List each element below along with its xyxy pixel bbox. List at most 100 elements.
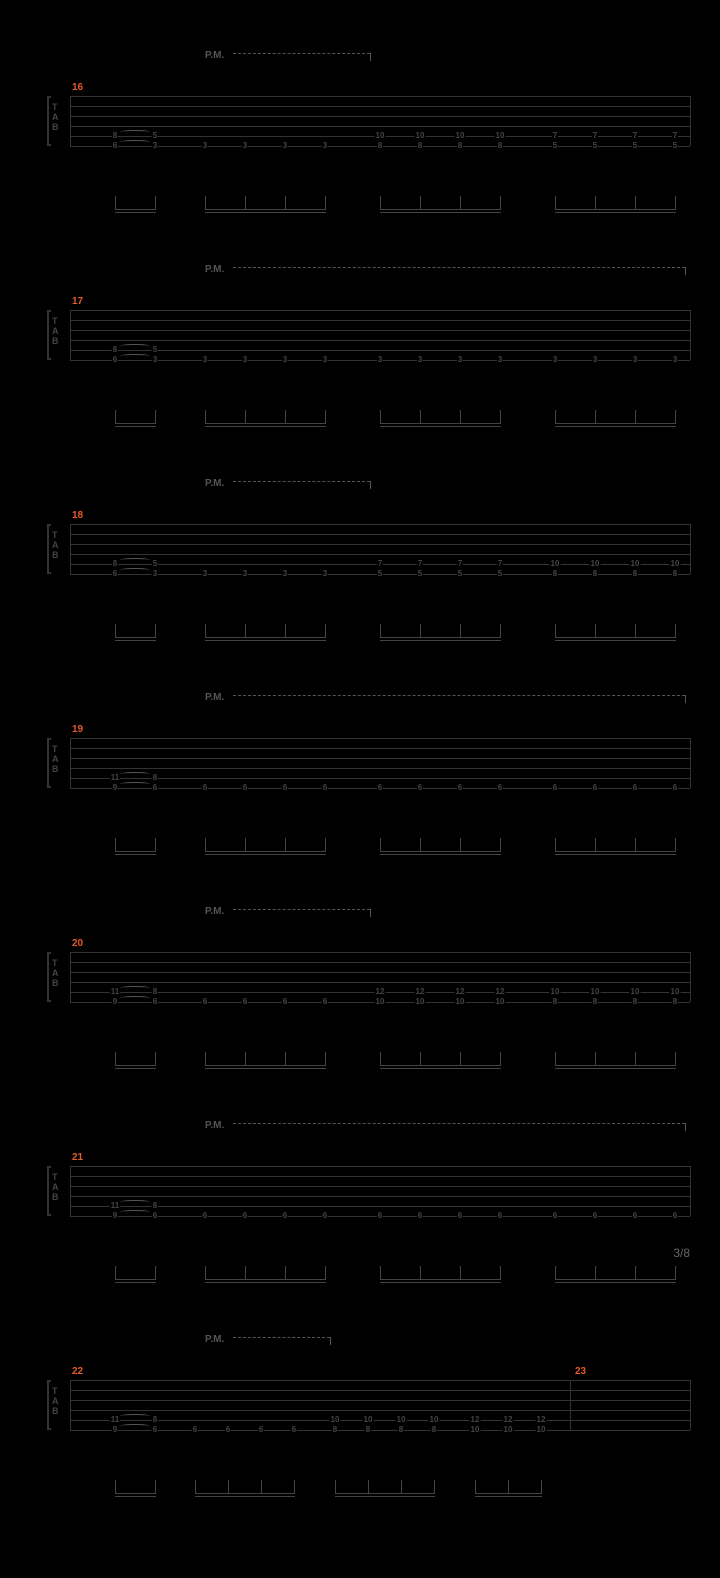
note-stem (285, 196, 286, 210)
fret-number: 3 (202, 356, 208, 364)
staff-bracket (47, 1166, 51, 1216)
fret-number: 9 (112, 1426, 118, 1434)
note-stem (115, 196, 116, 210)
beam (205, 1068, 326, 1069)
string-line (70, 962, 690, 963)
beam (205, 426, 326, 427)
note-stem (555, 196, 556, 210)
pm-label: P.M. (205, 692, 224, 703)
fret-number: 6 (417, 784, 423, 792)
measure-number: 16 (72, 82, 83, 93)
tie-arc (120, 354, 150, 358)
fret-number: 10 (670, 988, 681, 996)
note-stem (115, 624, 116, 638)
fret-number: 3 (202, 142, 208, 150)
fret-number: 3 (552, 356, 558, 364)
fret-number: 8 (632, 998, 638, 1006)
note-stem (420, 1266, 421, 1280)
beam (115, 426, 156, 427)
string-line (70, 1166, 690, 1167)
fret-number: 6 (242, 1212, 248, 1220)
beam (205, 854, 326, 855)
fret-number: 3 (592, 356, 598, 364)
fret-number: 10 (590, 988, 601, 996)
pm-row: P.M. (70, 1334, 690, 1352)
fret-number: 10 (670, 560, 681, 568)
fret-number: 3 (322, 356, 328, 364)
string-line (70, 748, 690, 749)
fret-number: 6 (291, 1426, 297, 1434)
string-line (70, 534, 690, 535)
pm-end-mark (370, 481, 371, 489)
stems-row (70, 1266, 690, 1286)
pm-dash-line (233, 1123, 685, 1131)
fret-number: 8 (497, 142, 503, 150)
barline (690, 524, 691, 574)
stems-row (70, 838, 690, 858)
fret-number: 12 (415, 988, 426, 996)
note-stem (500, 196, 501, 210)
stems-row (70, 410, 690, 430)
beam (555, 854, 676, 855)
fret-number: 6 (202, 1212, 208, 1220)
beam (115, 1068, 156, 1069)
tab-system: P.M.19TAB11986666666666666 (30, 692, 690, 858)
string-line (70, 1410, 690, 1411)
note-stem (285, 1052, 286, 1066)
fret-number: 12 (495, 988, 506, 996)
pm-end-mark (370, 909, 371, 917)
staff-bracket (47, 96, 51, 146)
fret-number: 10 (415, 998, 426, 1006)
note-stem (285, 624, 286, 638)
beam (335, 1496, 435, 1497)
beam (555, 637, 676, 638)
string-line (70, 116, 690, 117)
barline (690, 952, 691, 1002)
note-stem (635, 1052, 636, 1066)
note-stem (675, 410, 676, 424)
note-stem (460, 1052, 461, 1066)
tab-page: P.M.16TAB8653333310810810810875757575P.M… (0, 0, 720, 1578)
fret-number: 8 (112, 132, 118, 140)
tab-staff: 8653333375757575108108108108 (70, 524, 690, 574)
barline (70, 96, 71, 146)
note-stem (595, 196, 596, 210)
barline (570, 1380, 571, 1430)
tie-arc (120, 130, 150, 134)
fret-number: 3 (282, 356, 288, 364)
note-stem (155, 1266, 156, 1280)
fret-number: 6 (497, 1212, 503, 1220)
note-stem (555, 838, 556, 852)
tie-arc (120, 1200, 150, 1204)
tab-clef-label: TAB (52, 1172, 59, 1202)
tie-arc (120, 1424, 150, 1428)
fret-number: 5 (592, 142, 598, 150)
string-line (70, 768, 690, 769)
fret-number: 6 (242, 784, 248, 792)
fret-number: 5 (377, 570, 383, 578)
string-line (70, 524, 690, 525)
note-stem (115, 1266, 116, 1280)
note-stem (635, 1266, 636, 1280)
note-stem (325, 1266, 326, 1280)
string-line (70, 126, 690, 127)
string-line (70, 1430, 690, 1431)
beam (555, 851, 676, 852)
note-stem (635, 410, 636, 424)
note-stem (555, 1052, 556, 1066)
beam (115, 212, 156, 213)
fret-number: 11 (110, 988, 120, 996)
barline (690, 310, 691, 360)
tie-arc (120, 1414, 150, 1418)
note-stem (675, 196, 676, 210)
fret-number: 3 (282, 570, 288, 578)
beam (205, 209, 326, 210)
beam (555, 640, 676, 641)
fret-number: 10 (455, 132, 466, 140)
pm-label: P.M. (205, 1334, 224, 1345)
fret-number: 8 (377, 142, 383, 150)
beam (380, 1065, 501, 1066)
note-stem (261, 1480, 262, 1494)
string-line (70, 1380, 690, 1381)
tie-arc (120, 986, 150, 990)
